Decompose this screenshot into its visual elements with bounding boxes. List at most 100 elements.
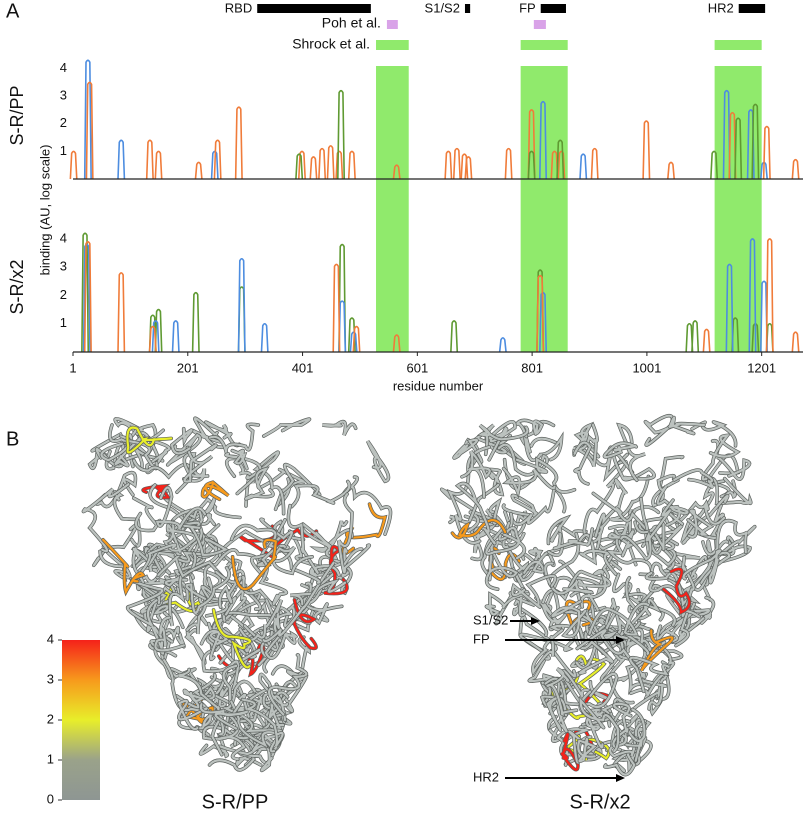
spike	[297, 150, 306, 180]
ribbon	[225, 692, 278, 725]
ribbon	[662, 567, 691, 615]
ribbon	[199, 703, 249, 730]
spike	[731, 317, 740, 353]
ribbon	[212, 608, 252, 669]
arrow-label: FP	[473, 631, 490, 646]
colorbar-label: 3	[47, 671, 54, 686]
spike	[550, 150, 559, 180]
ribbon	[515, 419, 544, 438]
domain-label: HR2	[708, 0, 734, 15]
domain-label: FP	[519, 0, 536, 15]
ribbon	[468, 524, 497, 561]
ribbon	[478, 424, 529, 456]
ribbon	[451, 519, 507, 539]
ribbon	[259, 544, 288, 606]
ribbon	[609, 712, 653, 767]
ribbon	[629, 656, 670, 693]
ribbon	[710, 477, 752, 505]
spike	[722, 89, 731, 180]
spike	[590, 147, 599, 180]
spike	[762, 125, 771, 180]
ribbon	[577, 575, 611, 611]
spike	[444, 150, 453, 180]
ribbon	[114, 417, 157, 454]
domain-bar	[464, 4, 471, 13]
spike	[117, 139, 126, 180]
ribbon	[139, 547, 182, 593]
spike	[536, 274, 545, 353]
ribbon	[95, 471, 137, 508]
ribbon	[205, 575, 284, 617]
ribbon	[656, 611, 695, 643]
ribbon	[639, 497, 683, 554]
spike	[117, 272, 126, 353]
arrow-label: S1/S2	[473, 612, 508, 627]
region-bar	[533, 20, 546, 29]
spike	[237, 257, 246, 353]
ribbon	[608, 530, 653, 557]
ribbon	[264, 627, 298, 660]
ribbon	[511, 574, 557, 609]
charts: 1 2 3 4 S-R/PP binding (AU, log scale) 1 2 3 4 S-R…	[7, 59, 803, 393]
spike	[326, 145, 335, 180]
ribbon	[225, 452, 262, 495]
spike	[450, 320, 459, 353]
ribbon	[217, 693, 247, 761]
x-tick-label: 1001	[632, 360, 661, 375]
spike	[498, 337, 507, 353]
ribbon	[136, 543, 159, 591]
region-bar	[376, 40, 409, 50]
spike	[191, 291, 200, 353]
structure	[440, 413, 757, 777]
spike	[151, 320, 160, 353]
x-axis-label: residue number	[393, 378, 484, 393]
ribbon	[185, 566, 231, 614]
spike	[765, 322, 774, 353]
ribbon	[603, 442, 638, 459]
ribbon	[523, 550, 555, 574]
spike	[725, 263, 734, 353]
ribbon	[223, 680, 283, 735]
domain-bar	[257, 4, 371, 13]
spike	[791, 331, 800, 353]
ribbon	[126, 578, 164, 627]
ribbon	[366, 440, 390, 483]
ribbon	[272, 546, 314, 575]
ribbon	[286, 636, 311, 680]
ribbon	[565, 609, 618, 639]
ribbon	[183, 444, 217, 483]
ribbon	[531, 629, 564, 676]
spike	[527, 109, 536, 180]
y-axis-label: binding (AU, log scale)	[37, 145, 52, 276]
ribbon	[577, 737, 597, 763]
ribbon	[239, 599, 283, 641]
y-tick-label: 1	[60, 315, 67, 330]
region-bar	[520, 40, 568, 50]
ribbon	[544, 562, 594, 595]
ribbon	[186, 589, 223, 635]
ribbon	[98, 523, 138, 579]
spike	[751, 103, 760, 180]
ribbon	[645, 571, 691, 647]
ribbon	[82, 483, 130, 553]
region-label: Shrock et al.	[292, 36, 370, 52]
ribbon	[701, 519, 749, 556]
structure-label: S-R/x2	[569, 791, 630, 813]
side-label: S-R/x2	[7, 259, 27, 314]
ribbon	[241, 698, 284, 747]
spike	[527, 150, 536, 180]
spike	[83, 241, 92, 353]
y-tick-label: 1	[60, 143, 67, 158]
ribbon	[701, 434, 740, 481]
ribbon	[485, 592, 530, 616]
ribbon	[588, 602, 650, 636]
ribbon	[154, 616, 185, 652]
x-tick-label: 401	[292, 360, 314, 375]
ribbon	[244, 467, 275, 500]
spike	[464, 156, 473, 180]
ribbon	[553, 528, 594, 550]
ribbon	[551, 672, 618, 708]
spike	[85, 81, 94, 180]
